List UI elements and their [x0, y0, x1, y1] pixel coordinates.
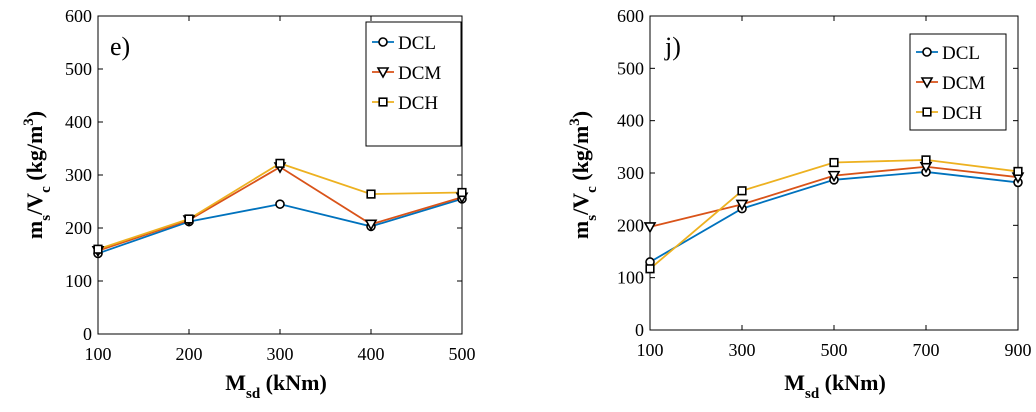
y-tick-label: 600	[65, 6, 92, 26]
y-tick-label: 500	[65, 59, 92, 79]
y-tick-label: 0	[635, 320, 644, 340]
y-tick-label: 300	[65, 165, 92, 185]
legend-label-dcl: DCL	[398, 33, 436, 54]
y-tick-label: 200	[65, 218, 92, 238]
y-tick-label: 400	[65, 112, 92, 132]
series-line-dcl	[649, 171, 1019, 263]
y-tick-label: 600	[617, 6, 644, 26]
data-point-dch	[1013, 166, 1023, 177]
legend-marker-dcl	[922, 47, 932, 57]
legend-marker-dch	[922, 107, 932, 117]
x-tick-label: 400	[358, 344, 385, 364]
legend-label-dcl: DCL	[942, 43, 980, 64]
legend-marker-dch	[378, 97, 388, 107]
y-tick-label: 400	[617, 111, 644, 131]
data-point-dch	[275, 158, 285, 168]
legend: DCL DCM DCH	[365, 21, 462, 147]
x-tick-label: 100	[637, 340, 664, 360]
y-axis-label: ms/Vc (kg/m3)	[21, 111, 54, 239]
data-point-dcm	[643, 222, 657, 234]
data-point-dch	[737, 186, 747, 196]
data-point-dcm	[827, 170, 841, 183]
data-point-dcm	[735, 199, 749, 212]
x-tick-label: 300	[267, 344, 294, 364]
legend-label-dch: DCH	[942, 103, 982, 124]
legend-marker-dcm	[920, 77, 934, 89]
data-point-dch	[921, 155, 931, 165]
x-axis-label: Msd (kNm)	[784, 370, 886, 402]
legend-label-dcm: DCM	[942, 73, 985, 94]
x-tick-label: 200	[176, 344, 203, 364]
x-tick-label: 300	[729, 340, 756, 360]
x-tick-label: 700	[913, 340, 940, 360]
data-point-dch	[829, 157, 839, 168]
data-point-dcl	[275, 199, 285, 209]
legend-label-dcm: DCM	[398, 63, 441, 84]
data-point-dcm	[364, 219, 378, 231]
data-point-dch	[93, 244, 103, 254]
legend-marker-dcl	[378, 37, 388, 47]
y-axis-label: ms/Vc (kg/m3)	[567, 111, 600, 239]
y-tick-label: 0	[83, 324, 92, 344]
x-tick-label: 900	[1005, 340, 1032, 360]
x-tick-label: 500	[821, 340, 848, 360]
y-tick-label: 500	[617, 58, 644, 78]
data-point-dch	[184, 214, 194, 224]
panel-label: j)	[664, 32, 681, 61]
y-tick-label: 100	[617, 268, 644, 288]
panel-label: e)	[110, 32, 130, 61]
x-axis-label: Msd (kNm)	[225, 370, 327, 402]
data-point-dch	[457, 187, 467, 198]
legend-marker-dcm	[376, 67, 390, 79]
data-point-dch	[645, 264, 655, 274]
x-tick-label: 500	[449, 344, 476, 364]
x-tick-label: 100	[85, 344, 112, 364]
data-point-dch	[366, 189, 376, 199]
y-tick-label: 300	[617, 163, 644, 183]
y-tick-label: 200	[617, 215, 644, 235]
legend-label-dch: DCH	[398, 93, 438, 114]
y-tick-label: 100	[65, 271, 92, 291]
legend: DCL DCM DCH	[909, 33, 1007, 131]
